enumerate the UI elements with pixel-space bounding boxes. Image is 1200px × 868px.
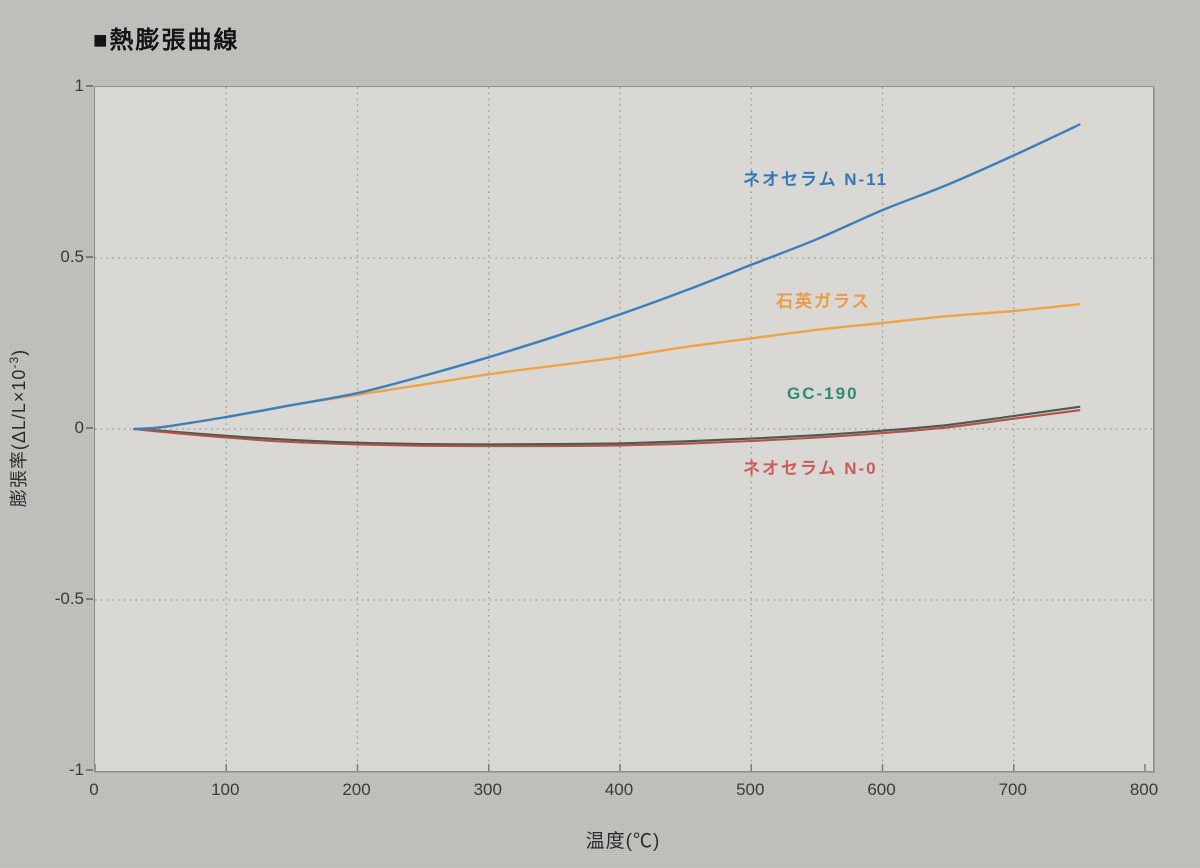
y-axis-label-text: 膨張率(ΔL/L×10 bbox=[9, 368, 29, 508]
series-label-quartz-glass: 石英ガラス bbox=[776, 292, 871, 311]
y-axis-exponent: -3 bbox=[7, 355, 21, 369]
y-axis-label: 膨張率(ΔL/L×10-3) bbox=[0, 86, 38, 770]
y-tick-label: -0.5 bbox=[54, 589, 84, 608]
curve-0 bbox=[133, 123, 1081, 431]
series-label-gc190: GC-190 bbox=[787, 384, 859, 403]
x-tick-label: 800 bbox=[1129, 780, 1159, 799]
curve-2 bbox=[133, 405, 1081, 446]
y-tick-mark bbox=[86, 85, 93, 87]
x-tick-label: 600 bbox=[867, 780, 896, 799]
y-tick-label: 0.5 bbox=[60, 247, 84, 266]
x-tick-label: 300 bbox=[473, 780, 502, 799]
x-axis-label: 温度(℃) bbox=[585, 831, 661, 852]
y-axis-label-close: ) bbox=[9, 348, 29, 356]
y-tick-mark bbox=[86, 256, 93, 258]
x-tick-label: 100 bbox=[211, 780, 240, 799]
x-tick-label: 500 bbox=[736, 780, 765, 799]
y-tick-mark bbox=[86, 598, 93, 600]
thermal-expansion-chart bbox=[95, 87, 1153, 771]
series-label-neoceram-n0: ネオセラム N-0 bbox=[743, 459, 878, 478]
x-tick-label: 400 bbox=[604, 780, 634, 799]
x-tick-label: 200 bbox=[342, 780, 371, 799]
plot-area: ネオセラム N-11 石英ガラス GC-190 ネオセラム N-0 bbox=[94, 86, 1154, 772]
y-tick-label: 0 bbox=[74, 418, 84, 437]
y-tick-label: -1 bbox=[68, 760, 84, 779]
y-tick-label: 1 bbox=[74, 76, 84, 95]
y-tick-mark bbox=[86, 769, 93, 771]
x-tick-label: 0 bbox=[89, 780, 99, 799]
curve-3 bbox=[133, 409, 1081, 448]
page-title: ■熱膨張曲線 bbox=[93, 27, 240, 54]
y-tick-mark bbox=[86, 427, 93, 429]
x-tick-label: 700 bbox=[998, 780, 1027, 799]
series-label-neoceram-n11: ネオセラム N-11 bbox=[743, 170, 889, 189]
curve-1 bbox=[133, 303, 1081, 431]
